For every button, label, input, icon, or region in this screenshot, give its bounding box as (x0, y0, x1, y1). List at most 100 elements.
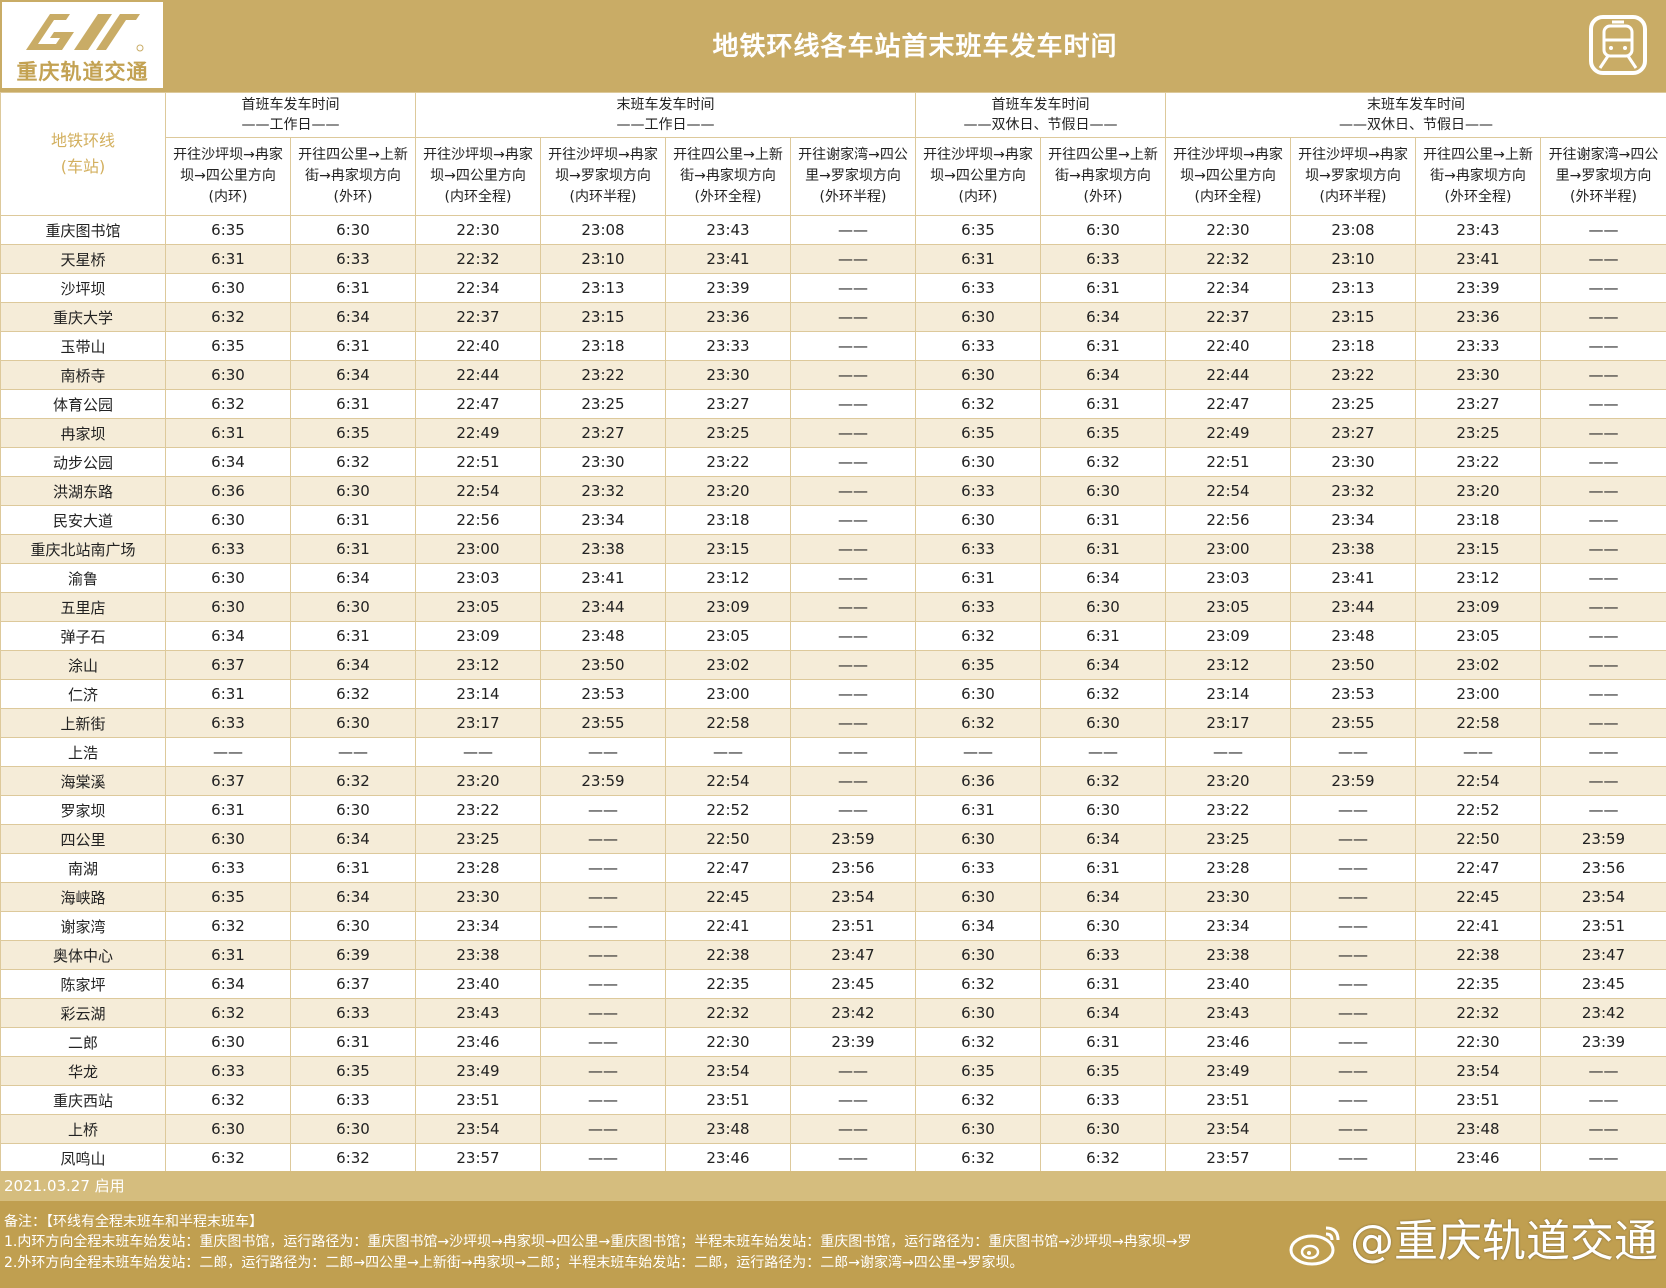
departure-time: 23:00 (1165, 534, 1291, 564)
departure-time: 6:30 (915, 679, 1041, 709)
departure-time: —— (540, 911, 666, 941)
departure-time: —— (1540, 1085, 1666, 1115)
departure-time: 23:59 (1290, 766, 1416, 796)
departure-time: 6:32 (1040, 766, 1166, 796)
departure-time: 23:05 (415, 592, 541, 622)
departure-time: 23:22 (1290, 360, 1416, 390)
column-header-line: 开往沙坪坝→冉家 (1173, 147, 1283, 163)
departure-time: —— (290, 737, 416, 767)
column-header: 开往沙坪坝→冉家 坝→四公里方向 (内环全程) (1165, 137, 1291, 216)
departure-time: 6:32 (165, 911, 291, 941)
column-header-line: 开往沙坪坝→冉家 (923, 147, 1033, 163)
departure-time: —— (540, 1056, 666, 1086)
departure-time: —— (790, 360, 916, 390)
station-name: 二郎 (0, 1027, 166, 1057)
page-title: 地铁环线各车站首末班车发车时间 (712, 32, 1118, 62)
station-name: 南湖 (0, 853, 166, 883)
departure-time: 22:37 (415, 302, 541, 332)
departure-time: —— (1290, 940, 1416, 970)
departure-time: 6:33 (165, 1056, 291, 1086)
table-row: 渝鲁 6:30 6:34 23:03 23:41 23:12 —— 6:31 6:34 23:03… (0, 563, 1666, 593)
departure-time: 6:34 (290, 360, 416, 390)
station-name: 上桥 (0, 1114, 166, 1144)
departure-time: 6:33 (1040, 940, 1166, 970)
departure-time: 23:22 (665, 447, 791, 477)
departure-time: 6:34 (1040, 998, 1166, 1028)
departure-time: —— (1290, 853, 1416, 883)
cq-rail-logo-icon (26, 14, 144, 52)
departure-time: 6:37 (165, 766, 291, 796)
departure-time: 22:30 (1165, 215, 1291, 245)
departure-time: 6:32 (165, 998, 291, 1028)
departure-time: —— (1290, 1085, 1416, 1115)
departure-time: —— (1540, 679, 1666, 709)
departure-time: 23:51 (790, 911, 916, 941)
station-name: 上浩 (0, 737, 166, 767)
departure-time: 23:42 (790, 998, 916, 1028)
departure-time: —— (540, 940, 666, 970)
departure-time: —— (790, 534, 916, 564)
effective-date-bar: 2021.03.27 启用 (0, 1171, 1666, 1201)
departure-time: 6:31 (290, 621, 416, 651)
departure-time: 6:33 (165, 853, 291, 883)
departure-time: 23:41 (1415, 244, 1541, 274)
departure-time: 22:44 (1165, 360, 1291, 390)
departure-time: —— (790, 650, 916, 680)
departure-time: 6:30 (165, 1114, 291, 1144)
departure-time: 6:30 (1040, 1114, 1166, 1144)
departure-time: 6:32 (915, 1085, 1041, 1115)
departure-time: 6:30 (915, 302, 1041, 332)
departure-time: —— (1540, 650, 1666, 680)
column-header-line: (外环半程) (819, 189, 887, 205)
departure-time: 22:32 (1415, 998, 1541, 1028)
column-header-line: (外环全程) (694, 189, 762, 205)
departure-time: 23:51 (1165, 1085, 1291, 1115)
departure-time: 22:47 (415, 389, 541, 419)
departure-time: 23:59 (790, 824, 916, 854)
departure-time: 6:34 (165, 621, 291, 651)
departure-time: —— (790, 273, 916, 303)
effective-date: 2021.03.27 启用 (4, 1177, 125, 1195)
departure-time: 6:31 (290, 534, 416, 564)
column-header-line: 开往四公里→上新 (673, 147, 783, 163)
departure-time: —— (1415, 737, 1541, 767)
departure-time: 6:35 (1040, 1056, 1166, 1086)
station-name: 民安大道 (0, 505, 166, 535)
departure-time: —— (1290, 824, 1416, 854)
table-row: 南桥寺 6:30 6:34 22:44 23:22 23:30 —— 6:30 6:34 22:4… (0, 360, 1666, 390)
departure-time: 23:30 (665, 360, 791, 390)
departure-time: 22:32 (415, 244, 541, 274)
departure-time: 22:49 (415, 418, 541, 448)
departure-time: —— (1540, 273, 1666, 303)
column-header-line: (内环半程) (569, 189, 637, 205)
station-name: 重庆西站 (0, 1085, 166, 1115)
departure-time: 22:38 (1415, 940, 1541, 970)
group-header-last-weekday: 末班车发车时间 ——工作日—— (415, 92, 916, 138)
departure-time: 6:32 (1040, 1143, 1166, 1173)
departure-time: —— (1540, 1056, 1666, 1086)
departure-time: 23:54 (790, 882, 916, 912)
departure-time: 6:32 (1040, 447, 1166, 477)
departure-time: 23:18 (1415, 505, 1541, 535)
table-row: 涂山 6:37 6:34 23:12 23:50 23:02 —— 6:35 6:34 23:12… (0, 650, 1666, 680)
departure-time: 23:56 (1540, 853, 1666, 883)
column-header: 开往四公里→上新 街→冉家坝方向 (外环全程) (1415, 137, 1541, 216)
column-header-line: 开往沙坪坝→冉家 (423, 147, 533, 163)
departure-time: 23:39 (665, 273, 791, 303)
departure-time: 6:34 (290, 563, 416, 593)
departure-time: 23:09 (1415, 592, 1541, 622)
departure-time: 23:02 (1415, 650, 1541, 680)
departure-time: 6:31 (165, 940, 291, 970)
departure-time: 6:30 (290, 1114, 416, 1144)
departure-time: 6:32 (915, 1143, 1041, 1173)
column-header-line: (内环全程) (444, 189, 512, 205)
column-header: 开往四公里→上新 街→冉家坝方向 (外环) (290, 137, 416, 216)
departure-time: 22:38 (665, 940, 791, 970)
station-name: 动步公园 (0, 447, 166, 477)
departure-time: 23:12 (415, 650, 541, 680)
departure-time: 23:12 (1165, 650, 1291, 680)
departure-time: 6:32 (290, 447, 416, 477)
departure-time: 6:34 (290, 824, 416, 854)
departure-time: 23:14 (415, 679, 541, 709)
station-name: 凤鸣山 (0, 1143, 166, 1173)
